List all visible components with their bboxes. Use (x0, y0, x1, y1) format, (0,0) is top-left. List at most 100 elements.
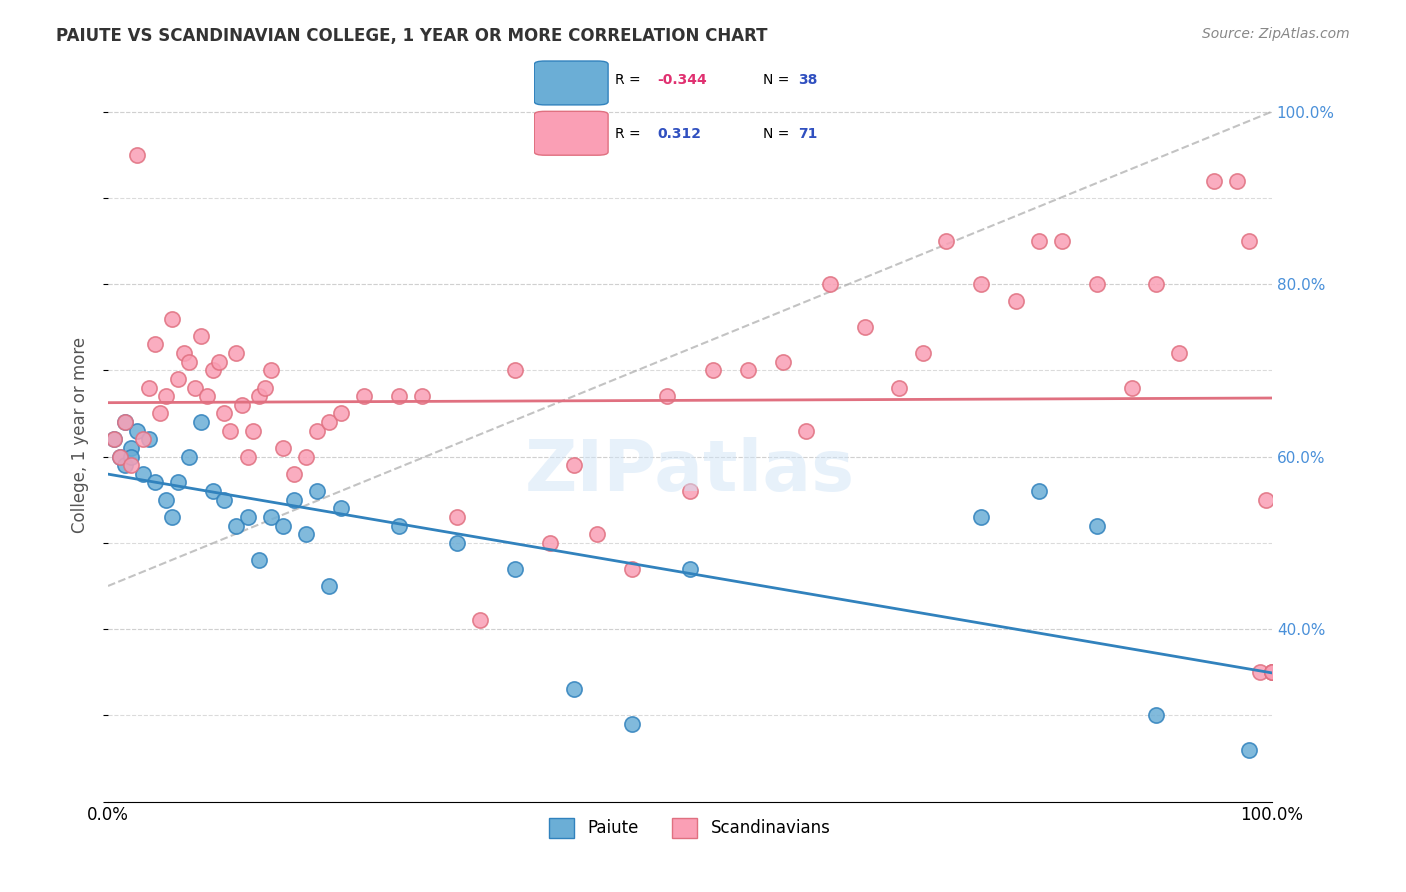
Scandinavians (231, 398, 253, 412)
Paiute (155, 492, 177, 507)
Text: 0.312: 0.312 (657, 127, 702, 141)
Scandinavians (108, 450, 131, 464)
Paiute (446, 536, 468, 550)
Scandinavians (120, 458, 142, 473)
Paiute (247, 553, 270, 567)
Scandinavians (260, 363, 283, 377)
Text: Source: ZipAtlas.com: Source: ZipAtlas.com (1202, 27, 1350, 41)
Paiute (620, 717, 643, 731)
Paiute (562, 682, 585, 697)
Scandinavians (679, 484, 702, 499)
Scandinavians (470, 614, 492, 628)
Scandinavians (127, 147, 149, 161)
Scandinavians (271, 441, 294, 455)
Paiute (970, 510, 993, 524)
Scandinavians (538, 536, 561, 550)
Scandinavians (214, 407, 236, 421)
Paiute (260, 510, 283, 524)
Paiute (1237, 743, 1260, 757)
Scandinavians (1052, 234, 1074, 248)
Paiute (679, 562, 702, 576)
Scandinavians (173, 346, 195, 360)
Scandinavians (1028, 234, 1050, 248)
Paiute (166, 475, 188, 490)
Text: PAIUTE VS SCANDINAVIAN COLLEGE, 1 YEAR OR MORE CORRELATION CHART: PAIUTE VS SCANDINAVIAN COLLEGE, 1 YEAR O… (56, 27, 768, 45)
Scandinavians (236, 450, 259, 464)
Scandinavians (1144, 277, 1167, 292)
Paiute (388, 518, 411, 533)
Scandinavians (1226, 174, 1249, 188)
Text: -0.344: -0.344 (657, 73, 707, 87)
Paiute (318, 579, 340, 593)
Text: 38: 38 (799, 73, 817, 87)
Scandinavians (702, 363, 724, 377)
Scandinavians (318, 415, 340, 429)
Scandinavians (114, 415, 136, 429)
Scandinavians (247, 389, 270, 403)
Scandinavians (411, 389, 433, 403)
Text: N =: N = (762, 127, 793, 141)
Paiute (127, 424, 149, 438)
Scandinavians (911, 346, 934, 360)
Scandinavians (1261, 665, 1284, 680)
Scandinavians (190, 329, 212, 343)
Paiute (179, 450, 201, 464)
Text: R =: R = (616, 73, 645, 87)
Scandinavians (207, 355, 229, 369)
Scandinavians (1237, 234, 1260, 248)
Scandinavians (295, 450, 318, 464)
Scandinavians (160, 311, 183, 326)
Scandinavians (853, 320, 876, 334)
Scandinavians (620, 562, 643, 576)
Text: R =: R = (616, 127, 650, 141)
Paiute (1028, 484, 1050, 499)
Text: 71: 71 (799, 127, 817, 141)
Paiute (214, 492, 236, 507)
Scandinavians (329, 407, 352, 421)
Y-axis label: College, 1 year or more: College, 1 year or more (72, 337, 89, 533)
Scandinavians (143, 337, 166, 351)
Scandinavians (1121, 381, 1143, 395)
Paiute (160, 510, 183, 524)
Paiute (120, 441, 142, 455)
Paiute (271, 518, 294, 533)
Scandinavians (225, 346, 247, 360)
Paiute (236, 510, 259, 524)
Scandinavians (219, 424, 242, 438)
Scandinavians (655, 389, 678, 403)
Paiute (329, 501, 352, 516)
Scandinavians (970, 277, 993, 292)
FancyBboxPatch shape (534, 61, 609, 105)
Paiute (201, 484, 224, 499)
Scandinavians (1261, 665, 1284, 680)
Scandinavians (935, 234, 957, 248)
Paiute (114, 415, 136, 429)
Scandinavians (388, 389, 411, 403)
Scandinavians (283, 467, 305, 481)
Text: ZIPatlas: ZIPatlas (524, 437, 855, 506)
Scandinavians (772, 355, 794, 369)
Scandinavians (195, 389, 218, 403)
Scandinavians (585, 527, 607, 541)
Scandinavians (138, 381, 160, 395)
Scandinavians (184, 381, 207, 395)
Scandinavians (1249, 665, 1271, 680)
Paiute (505, 562, 527, 576)
Scandinavians (353, 389, 375, 403)
Paiute (283, 492, 305, 507)
Scandinavians (794, 424, 817, 438)
Paiute (190, 415, 212, 429)
Scandinavians (242, 424, 264, 438)
Scandinavians (201, 363, 224, 377)
Scandinavians (1085, 277, 1108, 292)
Paiute (1085, 518, 1108, 533)
Paiute (114, 458, 136, 473)
FancyBboxPatch shape (534, 112, 609, 155)
Scandinavians (132, 433, 155, 447)
Paiute (225, 518, 247, 533)
Scandinavians (562, 458, 585, 473)
Paiute (307, 484, 329, 499)
Scandinavians (818, 277, 841, 292)
Paiute (138, 433, 160, 447)
Scandinavians (446, 510, 468, 524)
